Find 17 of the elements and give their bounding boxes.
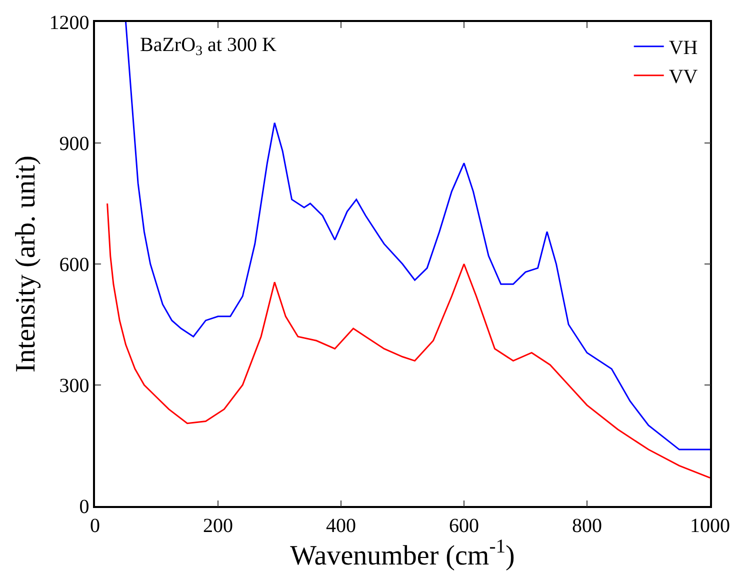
y-tick-label: 300 (59, 375, 90, 397)
y-axis-title: Intensity (arb. unit) (10, 156, 42, 372)
legend-label: VH (668, 37, 698, 60)
x-axis-title: Wavenumber (cm$^{-1}$) (290, 536, 515, 572)
legend-label: VV (668, 66, 698, 88)
x-tick-label: 1000 (690, 514, 730, 537)
annotation: BaZrO$_{3}$ at 300 K (140, 34, 277, 60)
line-series (125, 22, 710, 450)
line-series (106, 202, 710, 479)
x-tick-label: 800 (572, 514, 602, 537)
x-tick-label: 200 (203, 514, 233, 537)
y-tick-label: 0 (79, 496, 90, 518)
y-tick-label: 900 (59, 133, 90, 155)
y-tick-label: 600 (59, 254, 90, 276)
x-tick-label: 400 (326, 514, 356, 537)
y-tick-label: 1200 (49, 12, 90, 34)
x-tick-label: 600 (449, 514, 479, 537)
